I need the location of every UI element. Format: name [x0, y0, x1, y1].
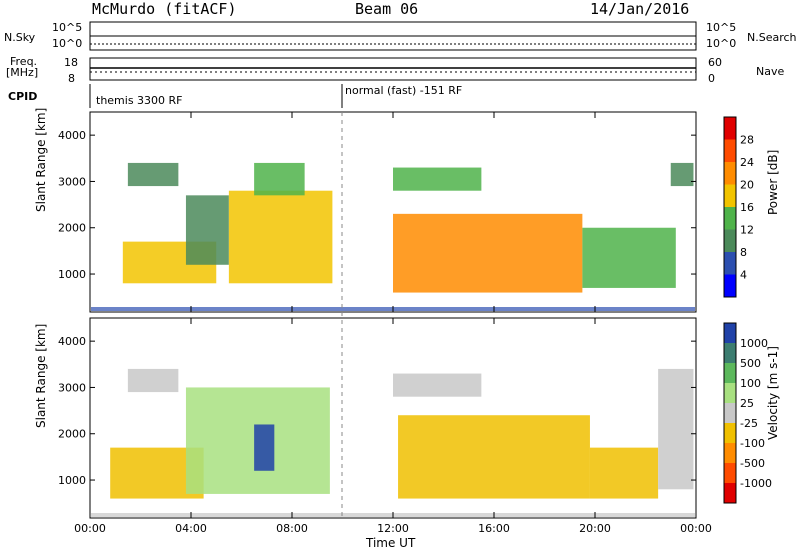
scatter-band-6: [393, 373, 482, 397]
nsearch-tick-top: 10^5: [706, 21, 737, 34]
freq-unit-label: [MHz]: [6, 66, 39, 79]
scatter-band-4: [254, 424, 275, 471]
station-title: McMurdo (fitACF): [92, 0, 237, 18]
y-tick-label: 1000: [58, 474, 86, 487]
colorbar-swatch: [724, 323, 736, 343]
colorbar-tick-label: 4: [740, 269, 747, 282]
x-tick-label: 08:00: [276, 522, 308, 535]
scatter-band-8: [582, 227, 676, 288]
x-ticks: 00:00 04:00 08:00 12:00 16:00 20:00 00:00: [74, 112, 712, 535]
scatter-band-7: [393, 167, 482, 191]
colorbar-swatch: [724, 443, 736, 463]
power-colorbar: 4 8 12 16 20 24 28: [723, 116, 754, 298]
nsky-tick-bottom: 10^0: [52, 37, 83, 50]
x-tick-label: 04:00: [175, 522, 207, 535]
colorbar-swatch: [724, 229, 736, 252]
scatter-band-7: [589, 447, 659, 499]
colorbar-tick-label: -1000: [740, 477, 772, 490]
x-tick-label: 12:00: [377, 522, 409, 535]
y-tick-label: 2000: [58, 222, 86, 235]
y-tick-label: 3000: [58, 381, 86, 394]
scatter-band-5: [254, 162, 305, 196]
time-xlabel: Time UT: [366, 536, 416, 550]
y-tick-label: 2000: [58, 428, 86, 441]
colorbar-tick-label: -25: [740, 417, 758, 430]
y-tick-label: 3000: [58, 175, 86, 188]
scatter-band-2: [127, 368, 179, 393]
colorbar-swatch: [724, 207, 736, 230]
colorbar-swatch: [724, 184, 736, 207]
colorbar-tick-label: 16: [740, 201, 754, 214]
nsky-label: N.Sky: [4, 31, 36, 44]
nave-tick-top: 60: [708, 56, 722, 69]
colorbar-swatch: [724, 252, 736, 275]
nave-label: Nave: [756, 65, 785, 78]
colorbar-tick-label: 12: [740, 224, 754, 237]
power-bands: [91, 162, 695, 311]
date-title: 14/Jan/2016: [590, 0, 690, 18]
colorbar-swatch: [724, 463, 736, 483]
scatter-band-9: [670, 162, 694, 187]
colorbar-swatch: [724, 403, 736, 423]
cpid-label: CPID: [8, 90, 38, 103]
colorbar-swatch: [724, 117, 736, 140]
colorbar-tick-label: 1000: [740, 337, 768, 350]
nsky-tick-top: 10^5: [52, 21, 83, 34]
colorbar-frame: [723, 322, 737, 504]
nave-tick-bottom: 0: [708, 72, 715, 85]
colorbar-swatch: [724, 139, 736, 162]
x-tick-label: 00:00: [74, 522, 106, 535]
x-tick-label: 20:00: [579, 522, 611, 535]
x-tick-label: 16:00: [478, 522, 510, 535]
beam-title: Beam 06: [355, 0, 419, 18]
colorbar-tick-label: 8: [740, 246, 747, 259]
colorbar-swatch: [724, 483, 736, 503]
colorbar-tick-label: 28: [740, 134, 754, 147]
freq-label: Freq.: [10, 55, 38, 68]
scatter-band-5: [398, 415, 590, 499]
power-yticks: 1000 2000 3000 4000: [58, 129, 696, 281]
colorbar-swatch: [724, 363, 736, 383]
colorbar-swatch: [724, 423, 736, 443]
freq-panel-frame: [89, 57, 697, 81]
nsearch-tick-bottom: 10^0: [706, 37, 737, 50]
colorbar-frame: [723, 116, 737, 298]
colorbar-swatch: [724, 383, 736, 403]
cpid-segment-1: themis 3300 RF: [96, 94, 183, 107]
nsearch-label: N.Search: [747, 31, 797, 44]
velocity-colorbar: 1000 500 100 25 -25 -100 -500 -1000: [723, 322, 772, 504]
scatter-band-2: [127, 162, 179, 187]
colorbar-tick-label: -100: [740, 437, 765, 450]
y-tick-label: 4000: [58, 335, 86, 348]
colorbar-tick-label: -500: [740, 457, 765, 470]
scatter-band-4: [228, 190, 333, 284]
scatter-band-8: [658, 368, 694, 490]
colorbar-swatch: [724, 274, 736, 297]
colorbar-tick-label: 20: [740, 179, 754, 192]
colorbar-swatch: [724, 162, 736, 185]
colorbar-swatch: [724, 343, 736, 363]
colorbar-tick-label: 24: [740, 156, 754, 169]
y-tick-label: 1000: [58, 268, 86, 281]
cpid-segment-2: normal (fast) -151 RF: [345, 84, 463, 97]
velocity-bands: [91, 368, 695, 517]
y-tick-label: 4000: [58, 129, 86, 142]
colorbar-tick-label: 100: [740, 377, 761, 390]
freq-tick-top: 18: [64, 56, 78, 69]
colorbar-tick-label: 500: [740, 357, 761, 370]
scatter-band-3: [185, 195, 229, 265]
freq-tick-bottom: 8: [68, 72, 75, 85]
velocity-yticks: 1000 2000 3000 4000: [58, 335, 696, 487]
colorbar-tick-label: 25: [740, 397, 754, 410]
scatter-band-6: [393, 213, 583, 293]
x-tick-label: 00:00: [680, 522, 712, 535]
